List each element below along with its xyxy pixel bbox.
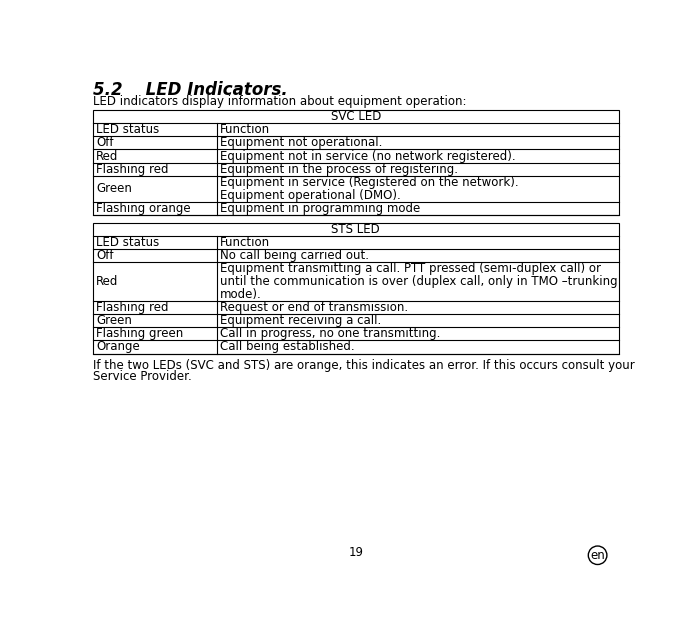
Text: Function: Function [220,123,270,136]
Text: 5.2    LED Indicators.: 5.2 LED Indicators. [93,81,288,99]
Text: If the two LEDs (SVC and STS) are orange, this indicates an error. If this occur: If the two LEDs (SVC and STS) are orange… [93,359,635,372]
Text: Call in progress, no one transmitting.: Call in progress, no one transmitting. [220,328,440,340]
Text: until the communication is over (duplex call, only in TMO –trunking: until the communication is over (duplex … [220,275,617,288]
Text: Function: Function [220,236,270,249]
Text: Equipment not in service (no network registered).: Equipment not in service (no network reg… [220,149,515,163]
Text: LED indicators display information about equipment operation:: LED indicators display information about… [93,95,466,107]
Text: Flashing red: Flashing red [96,301,169,314]
Text: STS LED: STS LED [332,223,380,236]
Text: mode).: mode). [220,288,261,301]
Text: Request or end of transmission.: Request or end of transmission. [220,301,408,314]
Text: Flashing orange: Flashing orange [96,202,191,215]
Text: Off: Off [96,137,114,149]
Text: Flashing green: Flashing green [96,328,183,340]
Text: 19: 19 [349,546,363,559]
Text: LED status: LED status [96,123,159,136]
Text: Equipment operational (DMO).: Equipment operational (DMO). [220,189,400,202]
Text: Call being established.: Call being established. [220,340,354,354]
Text: LED status: LED status [96,236,159,249]
Bar [93,110,619,215]
Text: Equipment receiving a call.: Equipment receiving a call. [220,314,381,328]
Text: Equipment in the process of registering.: Equipment in the process of registering. [220,163,457,176]
Text: Flashing red: Flashing red [96,163,169,176]
Bar [93,223,619,354]
Text: Green: Green [96,183,132,195]
Text: SVC LED: SVC LED [331,110,381,123]
Text: Red: Red [96,149,119,163]
Text: Red: Red [96,275,119,288]
Text: Green: Green [96,314,132,328]
Text: Equipment in service (Registered on the network).: Equipment in service (Registered on the … [220,176,518,189]
Text: Off: Off [96,249,114,262]
Text: Service Provider.: Service Provider. [93,370,192,383]
Text: Equipment in programming mode: Equipment in programming mode [220,202,420,215]
Circle shape [588,546,607,565]
Text: en: en [590,549,605,562]
Text: Equipment not operational.: Equipment not operational. [220,137,382,149]
Text: Orange: Orange [96,340,140,354]
Text: No call being carried out.: No call being carried out. [220,249,368,262]
Text: Equipment transmitting a call. PTT pressed (semi-duplex call) or: Equipment transmitting a call. PTT press… [220,262,600,275]
